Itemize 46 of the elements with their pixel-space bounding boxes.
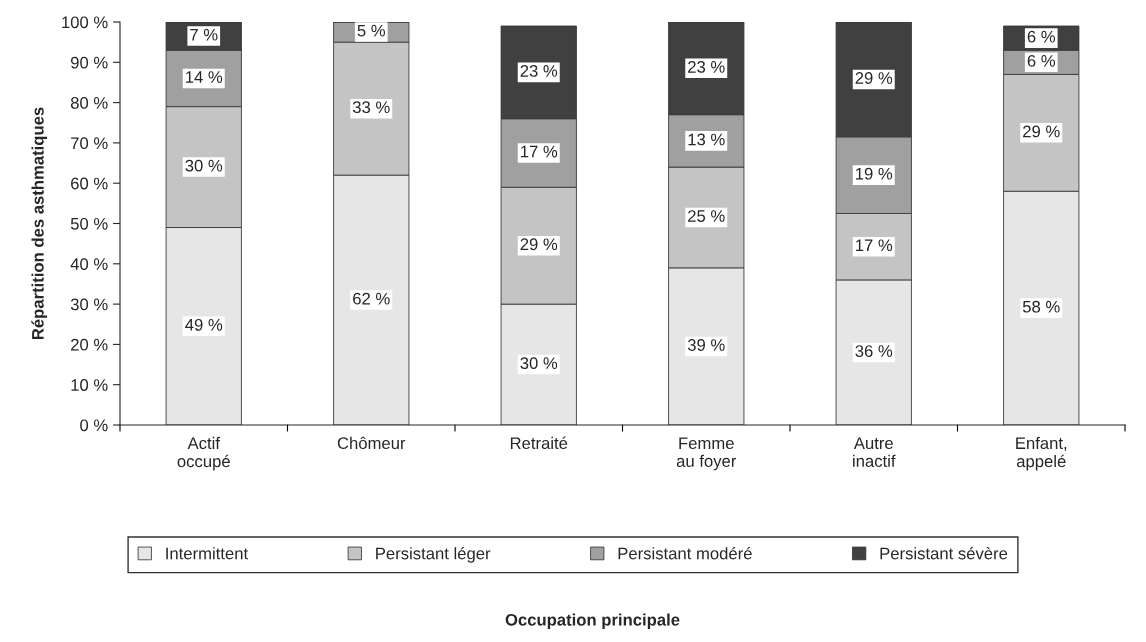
data-label: 7 %	[190, 28, 218, 41]
data-label: 25 %	[688, 210, 725, 222]
legend-label: Persistant sévère	[880, 546, 1008, 560]
x-tick-label: Retraité	[510, 436, 568, 450]
x-tick-label: Actif occupé	[177, 436, 230, 471]
data-label: 5 %	[357, 24, 386, 37]
data-label: 62 %	[353, 292, 390, 305]
y-tick-label: 70 %	[71, 137, 108, 150]
y-tick-label: 0 %	[80, 419, 108, 432]
data-label: 30 %	[185, 159, 223, 172]
data-label: 13 %	[688, 133, 725, 146]
data-label: 58 %	[1022, 300, 1060, 313]
data-label: 30 %	[520, 357, 558, 370]
data-label: 33 %	[352, 101, 390, 114]
data-label: 17 %	[521, 145, 558, 158]
data-label: 29 %	[855, 72, 893, 84]
data-label: 19 %	[856, 167, 893, 180]
legend-label: Persistant modéré	[618, 546, 752, 560]
data-label: 14 %	[186, 71, 223, 83]
data-label: 6 %	[1027, 54, 1056, 67]
legend-label: Intermittent	[166, 547, 249, 560]
y-tick-label: 60 %	[71, 177, 108, 190]
x-tick-label: Chômeur	[337, 436, 406, 450]
y-tick-label: 30 %	[70, 298, 108, 311]
x-tick-label: Femme au foyer	[676, 437, 737, 471]
data-label: 6 %	[1027, 30, 1056, 43]
y-tick-label: 50 %	[70, 217, 108, 230]
y-tick-label: 20 %	[71, 338, 108, 351]
data-label: 23 %	[520, 65, 558, 77]
y-tick-label: 80 %	[70, 97, 108, 109]
data-label: 29 %	[520, 238, 558, 251]
data-label: 36 %	[855, 345, 893, 357]
data-label: 29 %	[1023, 125, 1060, 138]
data-label: 17 %	[856, 239, 893, 252]
y-tick-label: 90 %	[70, 56, 108, 69]
y-tick-label: 40 %	[70, 258, 108, 270]
data-label: 23 %	[688, 61, 725, 73]
y-tick-label: 100 %	[62, 16, 108, 29]
y-axis-title: Répartition des asthmatiques	[31, 107, 48, 340]
legend-label: Persistant léger	[376, 546, 491, 563]
data-label: 39 %	[687, 339, 725, 351]
data-label: 49 %	[185, 318, 223, 331]
x-tick-label: Enfant, appelé	[1016, 436, 1067, 471]
text: Occupation principale	[505, 613, 680, 629]
x-tick-label: Autre inactif	[853, 437, 896, 467]
y-tick-label: 10 %	[71, 379, 108, 391]
